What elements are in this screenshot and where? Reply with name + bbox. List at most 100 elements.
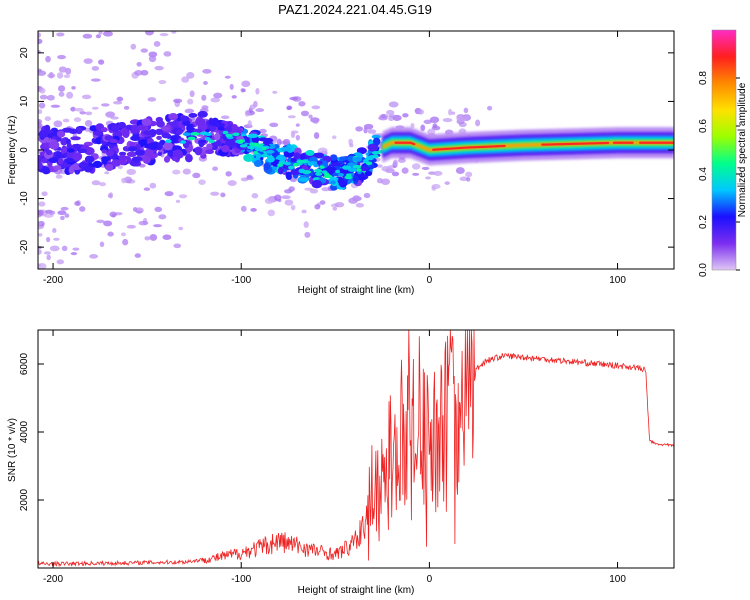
heatmap-cell: [205, 149, 215, 155]
heatmap-cell: [39, 94, 48, 100]
heatmap-cell: [60, 137, 68, 146]
heatmap-cell: [391, 171, 400, 177]
heatmap-cell: [96, 219, 105, 224]
heatmap-cell: [203, 81, 208, 85]
heatmap-cell: [184, 153, 193, 163]
heatmap-cell: [284, 199, 294, 206]
heatmap-cell: [198, 179, 206, 185]
heatmap-cell: [38, 109, 43, 115]
heatmap-cell: [201, 105, 209, 110]
heatmap-cell: [192, 128, 203, 133]
heatmap-cell: [352, 195, 361, 202]
heatmap-cell: [410, 123, 415, 129]
heatmap-cell: [255, 87, 260, 95]
y-tick-label: 10: [19, 95, 30, 107]
heatmap-cell: [156, 135, 162, 141]
heatmap-cell: [112, 101, 123, 105]
heatmap-cell: [140, 48, 148, 53]
heatmap-marks: [38, 31, 674, 269]
x-tick-label: 100: [609, 574, 626, 585]
heatmap-cell: [163, 155, 171, 163]
heatmap-cell: [252, 150, 259, 155]
heatmap-cell: [134, 69, 143, 76]
heatmap-cell: [58, 91, 65, 97]
heatmap-cell: [417, 109, 424, 115]
heatmap-cell: [280, 146, 292, 152]
heatmap-cell: [225, 133, 233, 138]
heatmap-cell: [192, 172, 201, 179]
heatmap-cell: [332, 135, 337, 140]
heatmap-cell: [103, 220, 113, 227]
heatmap-cell: [475, 119, 481, 127]
heatmap-cell: [53, 165, 62, 171]
heatmap-cell: [60, 215, 65, 221]
heatmap-cell: [66, 148, 75, 153]
heatmap-cell: [455, 167, 465, 174]
heatmap-cell: [126, 224, 136, 229]
heatmap-cell: [300, 110, 309, 117]
heatmap-cell: [198, 139, 207, 144]
heatmap-cell: [286, 105, 293, 110]
heatmap-x-label: Height of straight line (km): [298, 285, 415, 296]
heatmap-cell: [138, 220, 149, 226]
snr-frame: [37, 329, 675, 569]
heatmap-cell: [330, 154, 338, 161]
heatmap-cell: [363, 192, 371, 199]
heatmap-cell: [263, 162, 271, 171]
heatmap-cell: [106, 150, 114, 157]
heatmap-cell: [105, 163, 114, 171]
heatmap-cell: [314, 152, 325, 159]
heatmap-cell: [38, 201, 46, 207]
snr-y-label: SNR (10 * v/v): [7, 418, 18, 482]
heatmap-cell: [212, 166, 219, 171]
heatmap-cell: [376, 164, 383, 168]
heatmap-peak: [432, 144, 506, 151]
heatmap-cell: [225, 171, 232, 177]
y-tick-label: 4000: [19, 420, 30, 443]
heatmap-cell: [70, 106, 76, 112]
y-tick-label: 6000: [19, 352, 30, 375]
heatmap-cell: [38, 262, 47, 269]
heatmap-cell: [459, 176, 469, 182]
heatmap-cell: [74, 201, 80, 206]
heatmap-cell: [210, 191, 220, 196]
heatmap-cell: [281, 195, 291, 200]
heatmap-cell: [83, 165, 94, 173]
heatmap-cell: [53, 237, 60, 241]
heatmap-cell: [164, 191, 174, 197]
heatmap-cell: [178, 194, 188, 199]
snr-y-axis: 2000 4000 6000: [19, 352, 674, 511]
heatmap-cell: [197, 110, 208, 118]
heatmap-cell: [298, 101, 306, 107]
heatmap-cell: [38, 102, 46, 109]
heatmap-cell: [341, 165, 352, 170]
heatmap-cell: [68, 128, 78, 134]
heatmap-cell: [222, 130, 229, 135]
heatmap-cell: [290, 131, 296, 138]
heatmap-cell: [38, 118, 43, 125]
heatmap-cell: [134, 207, 144, 214]
heatmap-cell: [319, 165, 325, 169]
heatmap-cell: [72, 247, 80, 251]
heatmap-cell: [260, 153, 268, 158]
heatmap-cell: [210, 97, 221, 103]
heatmap-cell: [344, 175, 353, 180]
heatmap-cell: [411, 163, 421, 170]
heatmap-cell: [49, 210, 56, 215]
heatmap-cell: [412, 172, 420, 176]
heatmap-cell: [367, 129, 377, 134]
heatmap-cell: [41, 191, 48, 197]
heatmap-cell: [123, 105, 130, 110]
heatmap-cell: [372, 154, 379, 159]
heatmap-cell: [397, 158, 406, 163]
heatmap-cell: [352, 164, 362, 169]
heatmap-cell: [456, 115, 466, 122]
heatmap-cell: [57, 55, 66, 60]
heatmap-cell: [155, 116, 164, 123]
heatmap-cell: [338, 172, 344, 177]
heatmap-cell: [153, 224, 163, 228]
heatmap-cell: [259, 128, 267, 134]
heatmap-cell: [181, 76, 190, 83]
heatmap-cell: [249, 142, 256, 146]
colorbar-tick-label: 0.6: [698, 119, 709, 133]
